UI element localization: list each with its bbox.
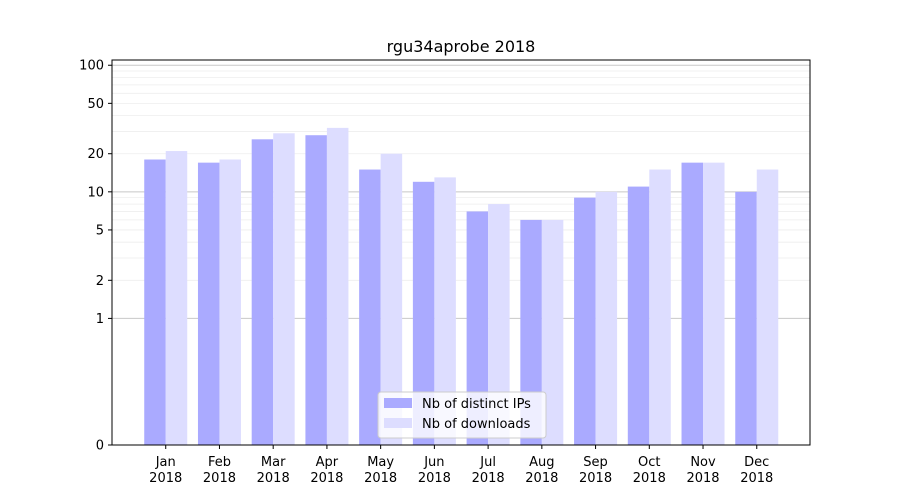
x-tick-label-year: 2018 [686, 471, 719, 486]
bar-downloads-may [380, 153, 403, 445]
bar-downloads-sep [595, 191, 618, 445]
bar-downloads-oct [649, 169, 671, 446]
x-tick-label-year: 2018 [633, 471, 666, 486]
bar-distinct-ips-feb [197, 162, 220, 445]
y-tick-label: 100 [79, 59, 104, 74]
y-tick-label: 0 [96, 439, 104, 454]
axis-layer: 0125102050100Jan2018Feb2018Mar2018Apr201… [79, 59, 773, 486]
x-tick-label-year: 2018 [257, 471, 290, 486]
x-tick-label-month: Apr [316, 455, 339, 470]
bar-distinct-ips-oct [627, 186, 650, 445]
bar-downloads-jan [165, 151, 188, 446]
bar-downloads-jul [488, 204, 510, 445]
bar-distinct-ips-sep [574, 197, 596, 445]
bar-distinct-ips-jul [466, 211, 489, 445]
x-tick-label-month: May [367, 455, 394, 470]
y-tick-label: 5 [96, 223, 104, 238]
x-tick-label-month: Nov [690, 455, 716, 470]
x-tick-label-year: 2018 [579, 471, 612, 486]
x-tick-label-year: 2018 [149, 471, 182, 486]
bar-downloads-nov [703, 162, 725, 445]
bar-downloads-aug [541, 219, 564, 445]
x-tick-label-month: Sep [583, 455, 608, 470]
x-tick-label-month: Mar [261, 455, 286, 470]
x-tick-label-month: Dec [744, 455, 769, 470]
plot-frame [111, 59, 811, 446]
x-tick-label-year: 2018 [203, 471, 236, 486]
chart-title: rgu34aprobe 2018 [387, 37, 536, 56]
x-tick-label-year: 2018 [364, 471, 397, 486]
bar-downloads-apr [326, 127, 349, 445]
bar-distinct-ips-aug [520, 219, 542, 445]
bar-distinct-ips-apr [305, 135, 327, 445]
bar-distinct-ips-mar [251, 139, 274, 446]
x-tick-label-year: 2018 [740, 471, 773, 486]
x-tick-label-month: Jun [423, 455, 444, 470]
x-tick-label-year: 2018 [418, 471, 451, 486]
legend-label: Nb of distinct IPs [422, 397, 531, 412]
bar-downloads-jun [434, 177, 456, 445]
legend-label: Nb of downloads [422, 417, 531, 432]
y-tick-label: 50 [87, 97, 104, 112]
bar-layer [144, 127, 779, 446]
bar-downloads-dec [756, 169, 779, 446]
x-tick-label-month: Feb [208, 455, 231, 470]
x-tick-label-month: Jul [479, 455, 496, 470]
y-tick-label: 1 [96, 312, 104, 327]
bar-distinct-ips-dec [735, 191, 757, 445]
bar-distinct-ips-may [359, 169, 381, 446]
x-tick-label-year: 2018 [310, 471, 343, 486]
legend-swatch [384, 398, 412, 408]
bar-downloads-feb [219, 159, 241, 445]
legend-box [377, 391, 547, 439]
bar-distinct-ips-nov [681, 162, 704, 445]
y-tick-label: 10 [87, 185, 104, 200]
x-tick-label-month: Oct [638, 455, 660, 470]
legend-swatch [384, 418, 412, 428]
x-tick-label-year: 2018 [525, 471, 558, 486]
x-tick-label-month: Aug [529, 455, 554, 470]
x-tick-label-month: Jan [155, 455, 176, 470]
bar-downloads-mar [273, 133, 295, 446]
bar-distinct-ips-jan [144, 159, 166, 445]
bar-distinct-ips-jun [412, 181, 435, 446]
x-tick-label-year: 2018 [472, 471, 505, 486]
y-tick-label: 20 [87, 147, 104, 162]
y-tick-label: 2 [96, 274, 104, 289]
legend: Nb of distinct IPs Nb of downloads [377, 391, 547, 439]
